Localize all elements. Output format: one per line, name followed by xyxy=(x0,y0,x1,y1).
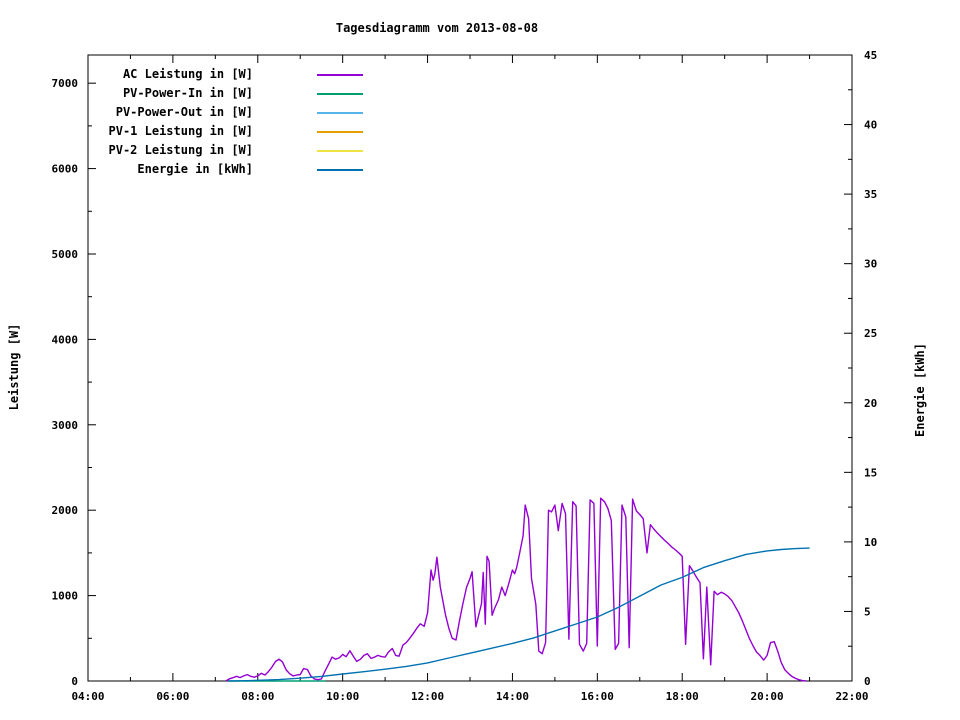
y-right-tick-label: 15 xyxy=(864,466,877,479)
y-left-tick-label: 2000 xyxy=(52,504,79,517)
legend-label: PV-1 Leistung in [W] xyxy=(108,124,254,138)
legend-line-sample xyxy=(317,92,363,95)
legend-row: PV-2 Leistung in [W] xyxy=(0,140,430,159)
x-tick-label: 22:00 xyxy=(835,690,868,703)
x-tick-label: 12:00 xyxy=(411,690,444,703)
legend-label: Energie in [kWh] xyxy=(137,162,253,176)
chart-legend: AC Leistung in [W] PV-Power-In in [W] PV… xyxy=(0,64,430,178)
legend-line-sample xyxy=(317,168,363,171)
y-right-tick-label: 45 xyxy=(864,49,877,62)
y-right-tick-label: 40 xyxy=(864,119,877,132)
legend-row: Energie in [kWh] xyxy=(0,159,430,178)
x-tick-label: 08:00 xyxy=(241,690,274,703)
y-left-tick-label: 7000 xyxy=(52,77,79,90)
legend-row: PV-Power-Out in [W] xyxy=(0,102,430,121)
y-left-tick-label: 1000 xyxy=(52,590,79,603)
series-line xyxy=(225,497,807,682)
legend-row: AC Leistung in [W] xyxy=(0,64,430,83)
x-tick-label: 20:00 xyxy=(751,690,784,703)
series-line xyxy=(228,547,810,682)
x-tick-label: 04:00 xyxy=(71,690,104,703)
legend-label: AC Leistung in [W] xyxy=(122,67,253,81)
y-right-tick-label: 30 xyxy=(864,258,877,271)
legend-label: PV-2 Leistung in [W] xyxy=(108,143,254,157)
legend-row: PV-1 Leistung in [W] xyxy=(0,121,430,140)
legend-line-sample xyxy=(317,111,363,114)
y-right-tick-label: 10 xyxy=(864,536,877,549)
y-left-tick-label: 3000 xyxy=(52,419,79,432)
legend-label: PV-Power-Out in [W] xyxy=(115,105,253,119)
y-right-tick-label: 0 xyxy=(864,675,871,688)
x-tick-label: 10:00 xyxy=(326,690,359,703)
legend-line-sample xyxy=(317,149,363,152)
chart-title: Tagesdiagramm vom 2013-08-08 xyxy=(335,21,539,35)
y-left-tick-label: 5000 xyxy=(52,248,79,261)
x-tick-label: 06:00 xyxy=(156,690,189,703)
y-right-tick-label: 20 xyxy=(864,397,877,410)
y-left-tick-label: 0 xyxy=(71,675,78,688)
y-left-tick-label: 4000 xyxy=(52,333,79,346)
y-left-tick-label: 6000 xyxy=(52,163,79,176)
legend-line-sample xyxy=(317,73,363,76)
x-tick-label: 18:00 xyxy=(666,690,699,703)
y-right-tick-label: 25 xyxy=(864,327,877,340)
x-tick-label: 14:00 xyxy=(496,690,529,703)
x-tick-label: 16:00 xyxy=(581,690,614,703)
legend-row: PV-Power-In in [W] xyxy=(0,83,430,102)
y-right-tick-label: 35 xyxy=(864,188,877,201)
legend-label: PV-Power-In in [W] xyxy=(122,86,253,100)
legend-line-sample xyxy=(317,130,363,133)
y-right-tick-label: 5 xyxy=(864,605,871,618)
